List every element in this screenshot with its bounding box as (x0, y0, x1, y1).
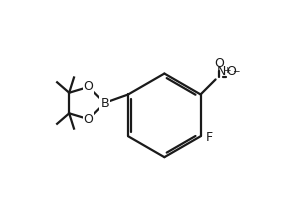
Text: O: O (84, 81, 93, 94)
Text: B: B (100, 97, 109, 110)
Text: +: + (223, 66, 230, 75)
Text: O: O (226, 65, 236, 78)
Text: O: O (214, 57, 224, 70)
Text: F: F (206, 132, 213, 145)
Text: O: O (84, 113, 93, 126)
Text: −: − (232, 66, 239, 75)
Text: N: N (217, 65, 226, 78)
